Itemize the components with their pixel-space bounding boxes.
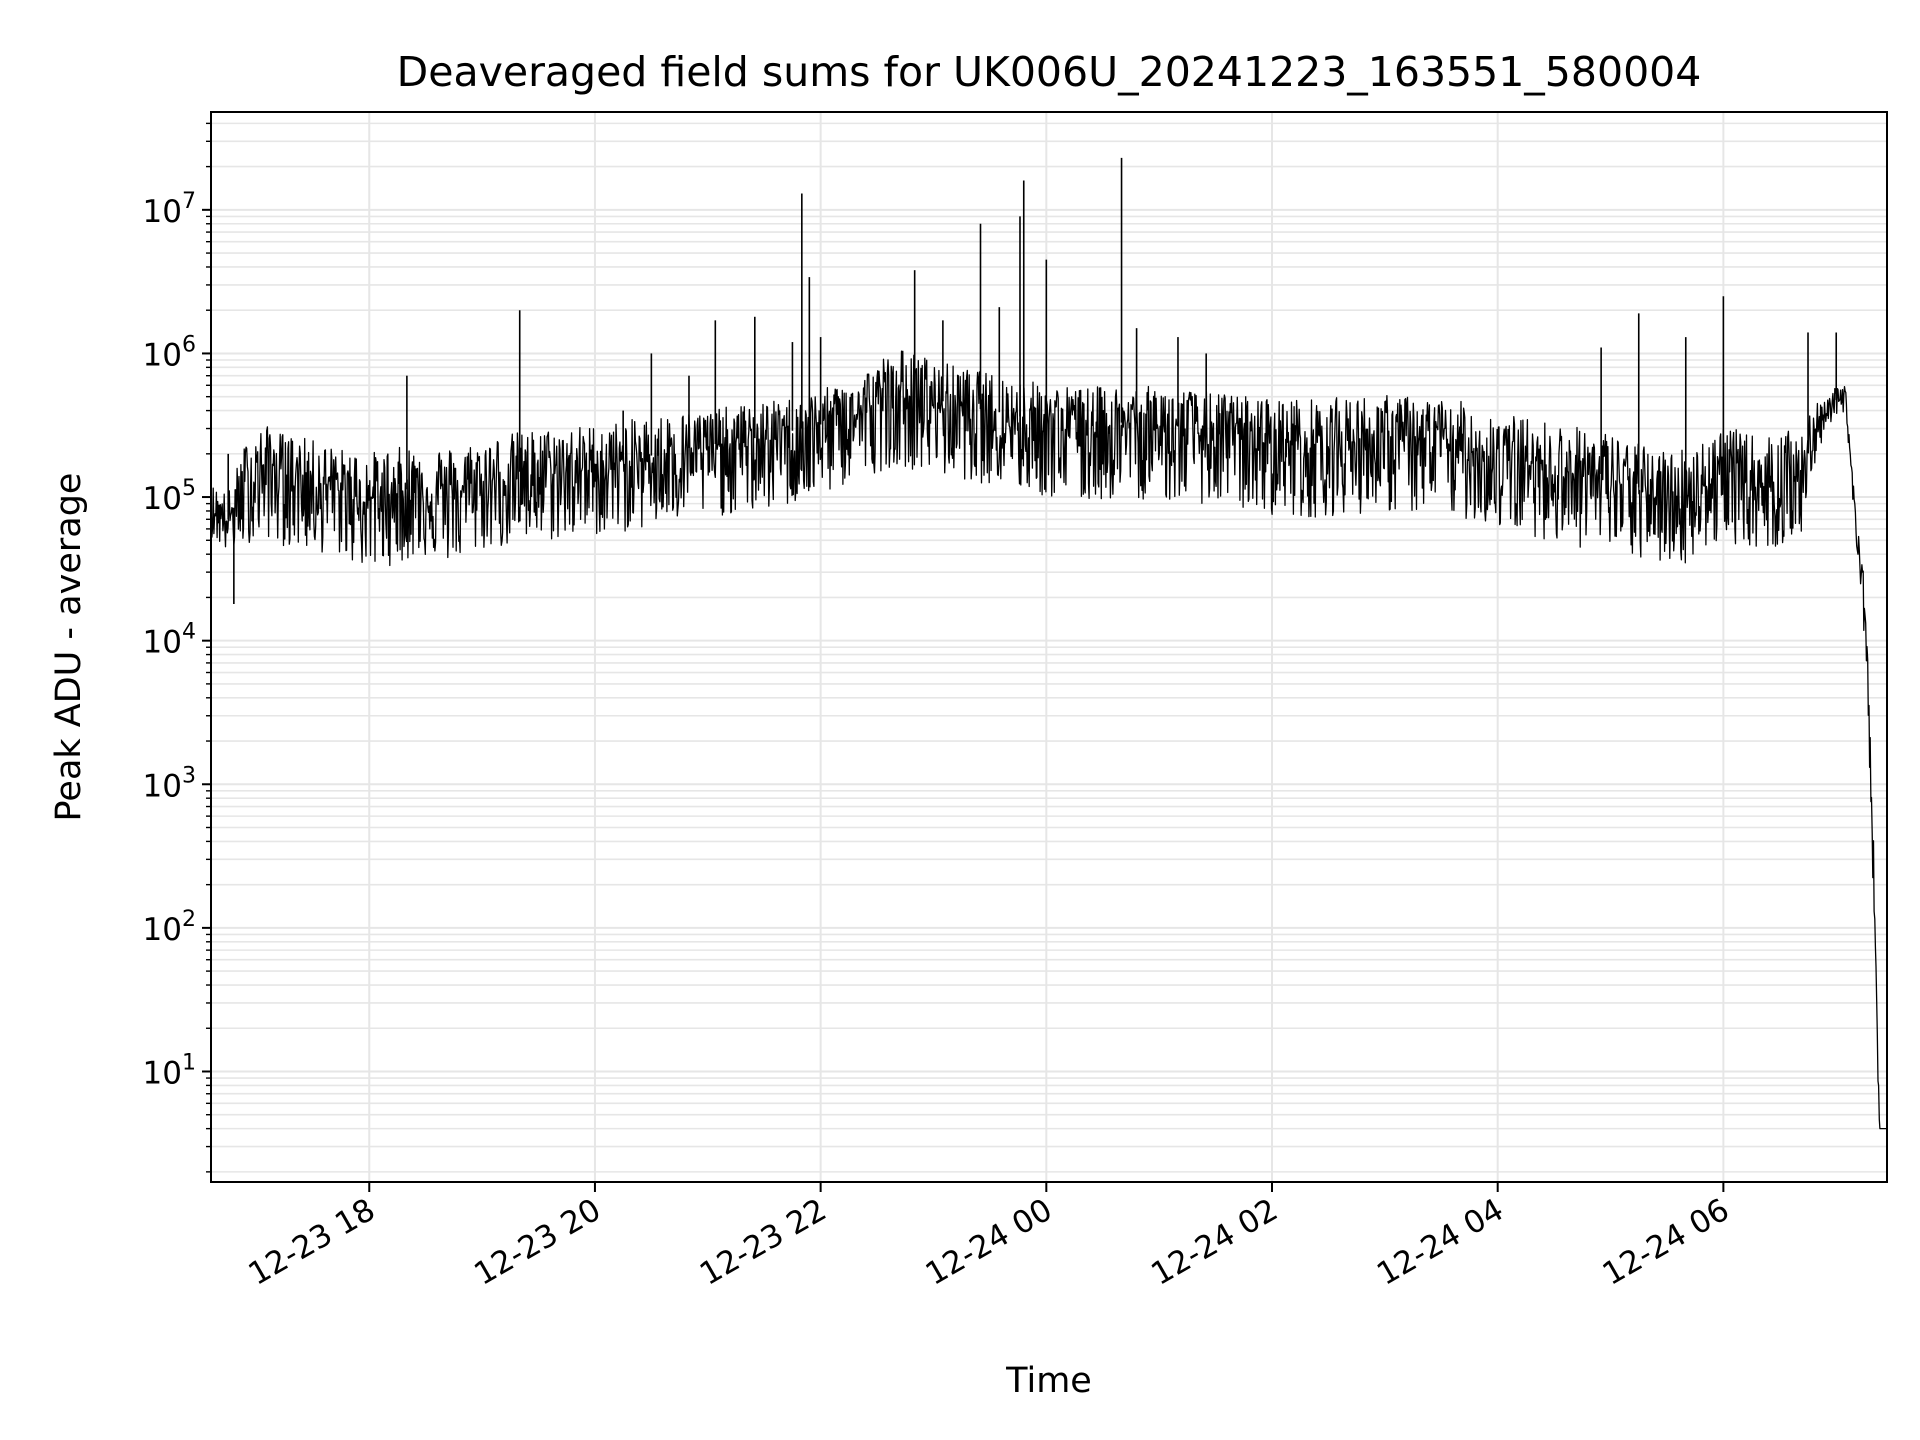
y-tick-label: 102 bbox=[143, 907, 196, 948]
y-tick-label: 107 bbox=[143, 189, 196, 230]
data-series bbox=[210, 157, 1888, 1130]
y-tick-label: 103 bbox=[143, 763, 196, 804]
x-axis-label: Time bbox=[1005, 1361, 1092, 1401]
y-tick-label: 101 bbox=[143, 1050, 196, 1091]
y-tick-label: 106 bbox=[143, 332, 196, 373]
grid-lines bbox=[211, 112, 1887, 1182]
chart-title: Deaveraged field sums for UK006U_2024122… bbox=[397, 48, 1702, 96]
y-tick-label: 104 bbox=[143, 620, 196, 661]
y-tick-label: 105 bbox=[143, 476, 196, 517]
y-axis-label: Peak ADU - average bbox=[49, 473, 89, 822]
series-line bbox=[210, 350, 1888, 1130]
